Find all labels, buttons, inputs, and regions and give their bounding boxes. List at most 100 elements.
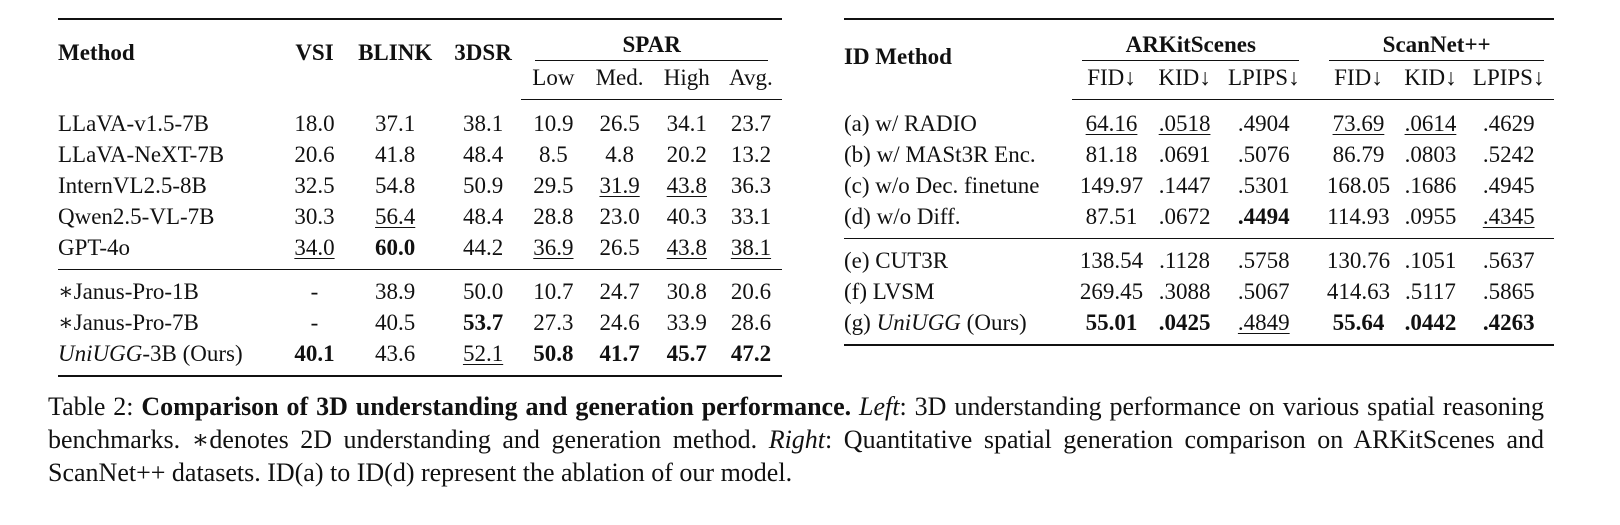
method-label: w/o Dec. finetune <box>875 173 1040 198</box>
col-header-high: High <box>653 61 720 100</box>
table-row: Qwen2.5-VL-7B 30.3 56.4 48.4 28.8 23.0 4… <box>58 201 782 232</box>
table-row: (e) CUT3R 138.54 .1128 .5758 130.76 .105… <box>844 238 1554 276</box>
table-row: GPT-4o 34.0 60.0 44.2 36.9 26.5 43.8 38.… <box>58 232 782 270</box>
cell: .5067 <box>1237 279 1290 304</box>
col-header-fid: FID↓ <box>1319 61 1398 100</box>
cell: .5758 <box>1218 238 1310 276</box>
cell-bold: 40.1 <box>294 341 335 366</box>
method-label: w/ RADIO <box>875 110 977 136</box>
method-name: ∗Janus-Pro-7B <box>58 310 199 335</box>
cell: 87.51 <box>1085 204 1138 229</box>
cell: 38.1 <box>462 110 504 136</box>
cell: 28.6 <box>730 310 772 335</box>
method-label: CUT3R <box>875 248 949 273</box>
cell-bold: 45.7 <box>666 341 707 366</box>
cell-underlined: 64.16 <box>1085 111 1138 136</box>
cell: 168.05 <box>1326 173 1391 198</box>
cell: 29.5 <box>533 173 574 198</box>
row-id: (g) <box>844 310 871 335</box>
cell: .3088 <box>1158 279 1211 304</box>
method-name: ∗Janus-Pro-1B <box>58 269 284 307</box>
method-name: LLaVA-NeXT-7B <box>58 142 225 167</box>
cell: 50.0 <box>444 269 522 307</box>
cell: 30.8 <box>653 269 720 307</box>
table-row: (a) w/ RADIO 64.16 .0518 .4904 73.69 .06… <box>844 100 1554 140</box>
table-row: ∗Janus-Pro-7B - 40.5 53.7 27.3 24.6 33.9… <box>58 307 782 338</box>
cell: 26.5 <box>599 235 640 260</box>
cell: 23.7 <box>730 111 772 136</box>
scannetpp-label: ScanNet++ <box>1329 30 1544 61</box>
cell: .4904 <box>1237 111 1290 136</box>
cell: 32.5 <box>294 173 335 198</box>
method-label: LVSM <box>872 279 935 304</box>
cell: .5301 <box>1237 173 1290 198</box>
cell: .1686 <box>1404 173 1457 198</box>
col-group-scannetpp: ScanNet++ <box>1319 19 1554 61</box>
col-header-blink: BLINK <box>358 40 433 65</box>
cell: 43.6 <box>375 341 416 366</box>
table-row: (f) LVSM 269.45 .3088 .5067 414.63 .5117… <box>844 276 1554 307</box>
cell: .5865 <box>1482 279 1535 304</box>
spacer <box>1309 170 1319 201</box>
cell: 86.79 <box>1332 142 1385 167</box>
cell-underlined: 43.8 <box>666 173 707 198</box>
cell: .5637 <box>1463 238 1554 276</box>
row-id: (a) <box>844 110 870 136</box>
cell: 8.5 <box>539 142 568 167</box>
cell: 18.0 <box>294 110 335 136</box>
col-header-lpips: LPIPS↓ <box>1218 61 1310 100</box>
cell-underlined: 34.0 <box>294 235 335 260</box>
col-header-id-method: ID Method <box>844 44 952 69</box>
col-header-fid: FID↓ <box>1072 61 1151 100</box>
row-id: (d) <box>844 204 871 229</box>
cell-underlined: .0614 <box>1404 111 1457 136</box>
cell: 24.6 <box>599 310 640 335</box>
row-id: (f) <box>844 279 867 304</box>
cell-underlined: 43.8 <box>666 235 707 260</box>
cell-underlined: 36.9 <box>533 235 574 260</box>
table-row: ∗Janus-Pro-1B - 38.9 50.0 10.7 24.7 30.8… <box>58 269 782 307</box>
method-name: UniUGG-3B (Ours) <box>58 338 283 376</box>
cell: 40.3 <box>666 204 707 229</box>
cell: 20.6 <box>294 142 335 167</box>
col-group-arkitscenes: ARKitScenes <box>1072 19 1309 61</box>
col-header-lpips: LPIPS↓ <box>1463 61 1554 100</box>
cell-bold: 41.7 <box>599 341 640 366</box>
cell-underlined: .4849 <box>1237 310 1290 335</box>
method-name: (d) w/o Diff. <box>844 201 1072 239</box>
cell-underlined: 56.4 <box>375 204 416 229</box>
col-header-kid: KID↓ <box>1150 61 1219 100</box>
cell-underlined: 31.9 <box>599 173 640 198</box>
col-header-low: Low <box>521 61 586 100</box>
caption-left-text: : 3D understanding performance on variou… <box>48 392 1544 454</box>
cell: - <box>310 310 319 335</box>
method-name-italic: UniUGG <box>58 341 143 366</box>
cell-bold: 47.2 <box>730 341 772 366</box>
cell-bold: 55.01 <box>1085 310 1138 335</box>
spar-label: SPAR <box>535 30 768 61</box>
col-group-spar: SPAR <box>521 19 782 61</box>
cell: 44.2 <box>462 235 504 260</box>
cell: 40.5 <box>375 310 416 335</box>
cell-underlined: .0518 <box>1158 111 1211 136</box>
table-row: (c) w/o Dec. finetune 149.97 .1447 .5301… <box>844 170 1554 201</box>
cell: .1128 <box>1150 238 1219 276</box>
cell: 26.5 <box>599 111 640 136</box>
caption-title: Comparison of 3D understanding and gener… <box>141 392 852 421</box>
method-label: w/o Diff. <box>876 204 961 229</box>
spacer <box>1309 19 1319 61</box>
row-id: (c) <box>844 173 870 198</box>
cell: 81.18 <box>1085 142 1138 167</box>
cell-bold: 53.7 <box>462 310 504 335</box>
method-name-italic: UniUGG <box>876 310 961 335</box>
table-row: LLaVA-NeXT-7B 20.6 41.8 48.4 8.5 4.8 20.… <box>58 139 782 170</box>
spacer <box>1309 276 1319 307</box>
row-id: (e) <box>844 248 870 273</box>
cell: 10.9 <box>533 111 574 136</box>
cell: 269.45 <box>1079 279 1144 304</box>
cell: .4945 <box>1482 173 1535 198</box>
cell: 13.2 <box>730 142 772 167</box>
cell: - <box>283 269 346 307</box>
cell: 48.4 <box>462 204 504 229</box>
cell: 54.8 <box>375 173 416 198</box>
